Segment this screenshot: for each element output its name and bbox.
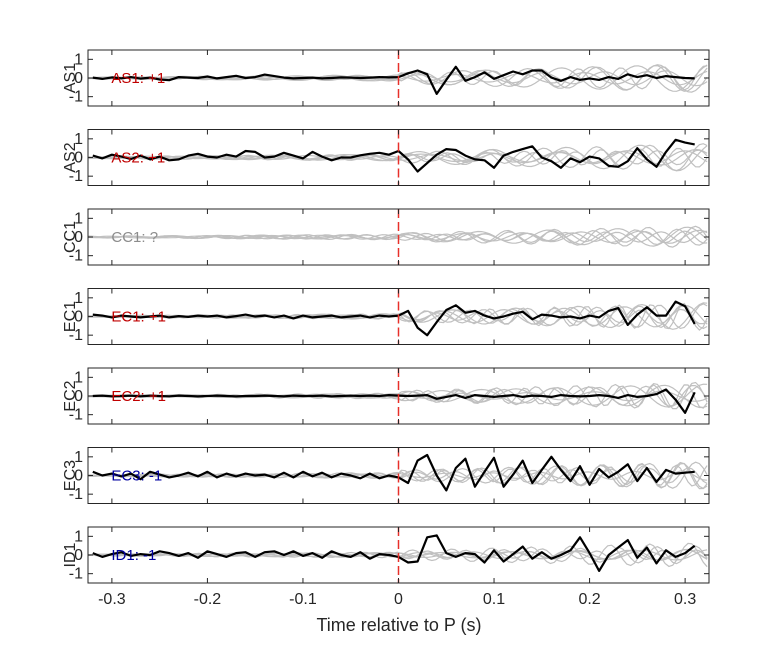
station-trace	[92, 388, 696, 414]
station-trace	[92, 453, 695, 492]
y-axis-label: AS2	[62, 142, 79, 172]
traces-group	[88, 381, 708, 414]
traces-group	[88, 453, 708, 492]
y-tick-label: 0	[74, 150, 83, 167]
polarity-annotation: EC1: +1	[111, 309, 166, 326]
x-axis-label: Time relative to P (s)	[316, 615, 481, 635]
y-tick-label: 1	[74, 131, 83, 148]
polarity-annotation: AS2: +1	[111, 150, 165, 167]
polarity-annotation: EC3: -1	[111, 468, 162, 485]
polarity-annotation: CC1: ?	[111, 229, 158, 246]
y-tick-label: 1	[74, 528, 83, 545]
background-trace	[88, 229, 708, 244]
y-tick-label: 0	[74, 70, 83, 87]
y-tick-label: 0	[74, 547, 83, 564]
background-trace	[88, 226, 708, 247]
traces-group	[88, 534, 708, 572]
y-tick-label: -1	[69, 89, 83, 106]
x-tick-label: -0.1	[289, 591, 317, 608]
background-trace	[88, 390, 708, 402]
x-tick-label: 0.1	[483, 591, 505, 608]
y-axis-label: CC1	[62, 221, 79, 253]
y-tick-label: -1	[69, 486, 83, 503]
y-tick-label: 1	[74, 369, 83, 386]
background-trace	[88, 549, 708, 561]
y-axis-label: EC1	[62, 301, 79, 332]
y-tick-label: 0	[74, 229, 83, 246]
station-trace	[92, 138, 695, 173]
y-axis-label: AS1	[62, 63, 79, 93]
y-axis-label: ID1	[62, 542, 79, 567]
y-tick-label: -1	[69, 168, 83, 185]
polarity-annotation: ID1: -1	[111, 547, 156, 564]
y-tick-label: 0	[74, 468, 83, 485]
y-tick-label: -1	[69, 566, 83, 583]
y-tick-label: -1	[69, 327, 83, 344]
y-tick-label: 0	[74, 309, 83, 326]
station-trace	[92, 65, 695, 95]
traces-group	[88, 138, 708, 173]
polarity-annotation: AS1: +1	[111, 70, 165, 87]
y-tick-label: -1	[69, 248, 83, 265]
x-tick-label: -0.3	[98, 591, 126, 608]
y-tick-label: 1	[74, 51, 83, 68]
y-tick-label: 1	[74, 210, 83, 227]
x-tick-label: 0	[394, 591, 403, 608]
y-tick-label: 1	[74, 290, 83, 307]
y-axis-label: EC2	[62, 380, 79, 411]
station-trace	[92, 534, 696, 572]
traces-group	[88, 300, 708, 337]
traces-group	[88, 64, 708, 95]
background-trace	[88, 150, 708, 165]
background-trace	[88, 147, 708, 168]
station-trace	[92, 300, 696, 337]
x-tick-label: -0.2	[194, 591, 222, 608]
x-tick-label: 0.3	[674, 591, 696, 608]
polarity-annotation: EC2: +1	[111, 388, 166, 405]
traces-group	[88, 225, 708, 248]
y-tick-label: 0	[74, 388, 83, 405]
x-tick-label: 0.2	[578, 591, 600, 608]
y-tick-label: 1	[74, 449, 83, 466]
y-axis-label: EC3	[62, 460, 79, 491]
background-trace	[88, 225, 708, 248]
y-tick-label: -1	[69, 407, 83, 424]
